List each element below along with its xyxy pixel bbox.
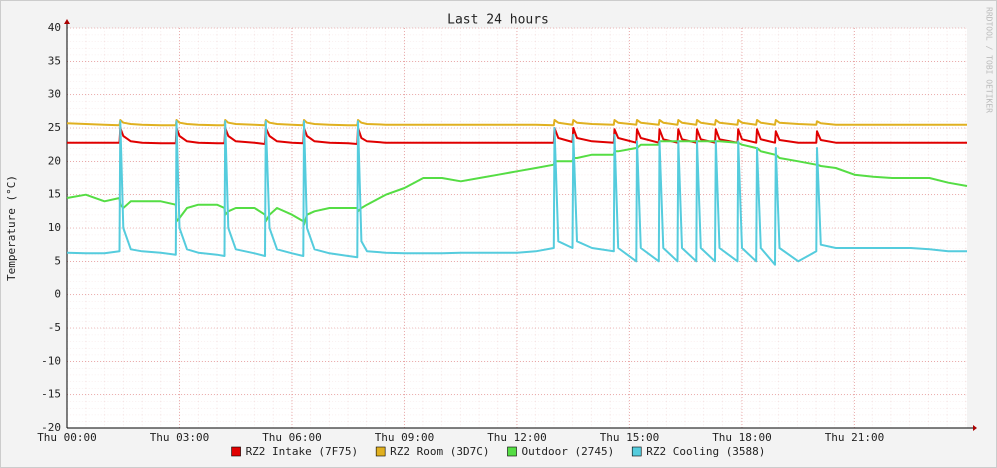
y-tick-label: -10 — [41, 354, 61, 367]
legend-swatch — [507, 446, 517, 457]
legend-label: RZ2 Room (3D7C) — [390, 445, 489, 458]
y-tick-label: 15 — [48, 188, 61, 201]
y-tick-label: -20 — [41, 421, 61, 434]
x-tick-label: Thu 12:00 — [487, 431, 547, 444]
y-tick-label: -15 — [41, 388, 61, 401]
legend-label: Outdoor (2745) — [522, 445, 615, 458]
y-tick-label: 10 — [48, 221, 61, 234]
legend-label: RZ2 Intake (7F75) — [246, 445, 359, 458]
x-tick-label: Thu 03:00 — [150, 431, 210, 444]
legend-swatch — [231, 446, 241, 457]
y-axis-label: Temperature (°C) — [5, 175, 18, 281]
y-tick-label: 30 — [48, 88, 61, 101]
y-tick-label: -5 — [48, 321, 61, 334]
x-tick-label: Thu 15:00 — [600, 431, 660, 444]
axis-arrow — [64, 19, 70, 24]
y-tick-label: 40 — [48, 21, 61, 34]
chart-title: Last 24 hours — [447, 13, 549, 28]
x-tick-label: Thu 09:00 — [375, 431, 435, 444]
axis-arrow — [973, 425, 977, 431]
legend-label: RZ2 Cooling (3588) — [646, 445, 765, 458]
x-tick-label: Thu 21:00 — [825, 431, 885, 444]
legend: RZ2 Intake (7F75) RZ2 Room (3D7C) Outdoor … — [231, 445, 765, 458]
legend-swatch — [631, 446, 642, 457]
y-tick-label: 20 — [48, 154, 61, 167]
series-line — [66, 120, 967, 266]
y-tick-label: 5 — [54, 254, 61, 267]
y-tick-label: 25 — [48, 121, 61, 134]
series-line — [66, 119, 967, 127]
x-tick-label: Thu 00:00 — [37, 431, 97, 444]
legend-swatch — [375, 446, 386, 457]
x-tick-label: Thu 18:00 — [712, 431, 772, 444]
y-tick-label: 0 — [54, 288, 61, 301]
watermark: RRDTOOL / TOBI OETIKER — [985, 7, 994, 113]
y-tick-label: 35 — [48, 54, 61, 67]
x-tick-label: Thu 06:00 — [262, 431, 322, 444]
